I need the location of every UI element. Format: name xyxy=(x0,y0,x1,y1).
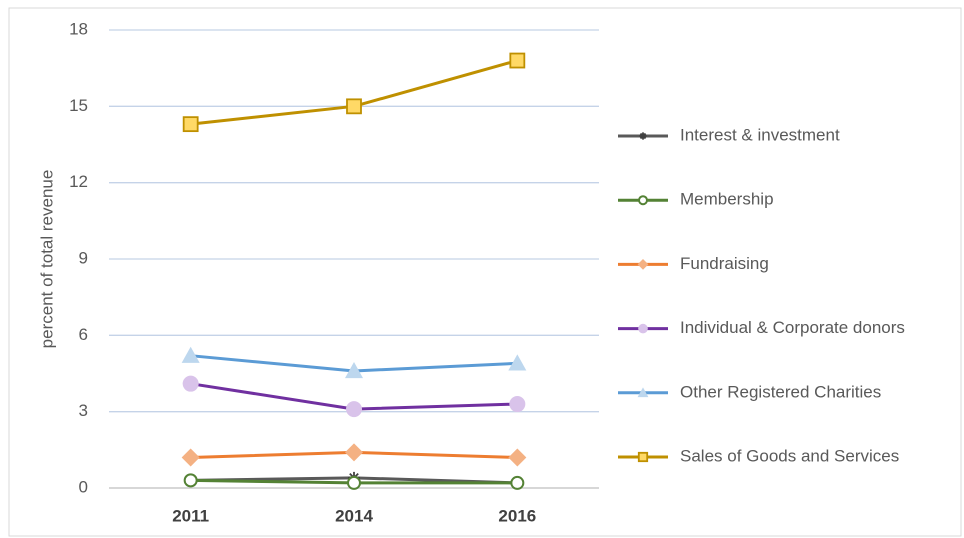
legend-label: Other Registered Charities xyxy=(680,382,881,401)
marker xyxy=(182,116,199,133)
legend-label: Interest & investment xyxy=(680,125,840,144)
legend-label: Individual & Corporate donors xyxy=(680,318,905,337)
marker xyxy=(509,396,526,413)
marker xyxy=(509,52,526,69)
chart-frame xyxy=(8,7,962,537)
marker xyxy=(508,354,527,371)
x-tick-label: 2016 xyxy=(498,506,536,525)
legend-label: Membership xyxy=(680,190,774,209)
y-tick-label: 6 xyxy=(79,325,88,344)
marker xyxy=(181,346,200,363)
marker xyxy=(346,401,362,418)
y-tick-label: 18 xyxy=(69,19,88,38)
y-tick-label: 12 xyxy=(69,172,88,191)
marker xyxy=(508,448,527,467)
marker xyxy=(345,361,363,379)
marker xyxy=(183,473,198,488)
legend-label: Sales of Goods and Services xyxy=(680,446,899,465)
legend-marker xyxy=(637,259,649,270)
marker xyxy=(181,448,200,467)
legend-marker xyxy=(638,323,648,334)
x-tick-label: 2014 xyxy=(335,506,373,525)
y-tick-label: 0 xyxy=(79,477,88,496)
y-tick-label: 9 xyxy=(79,248,88,267)
legend-marker xyxy=(637,387,649,398)
legend-marker xyxy=(638,195,648,206)
marker xyxy=(347,475,361,490)
y-tick-label: 3 xyxy=(79,401,88,420)
marker xyxy=(510,475,525,490)
legend-marker xyxy=(637,451,649,463)
x-tick-label: 2011 xyxy=(172,506,209,525)
y-tick-label: 15 xyxy=(69,96,88,115)
y-axis-label: percent of total revenue xyxy=(37,170,56,349)
legend-marker xyxy=(639,132,647,140)
marker xyxy=(345,443,363,462)
marker xyxy=(346,98,362,115)
legend-label: Fundraising xyxy=(680,254,769,273)
marker xyxy=(182,375,199,392)
